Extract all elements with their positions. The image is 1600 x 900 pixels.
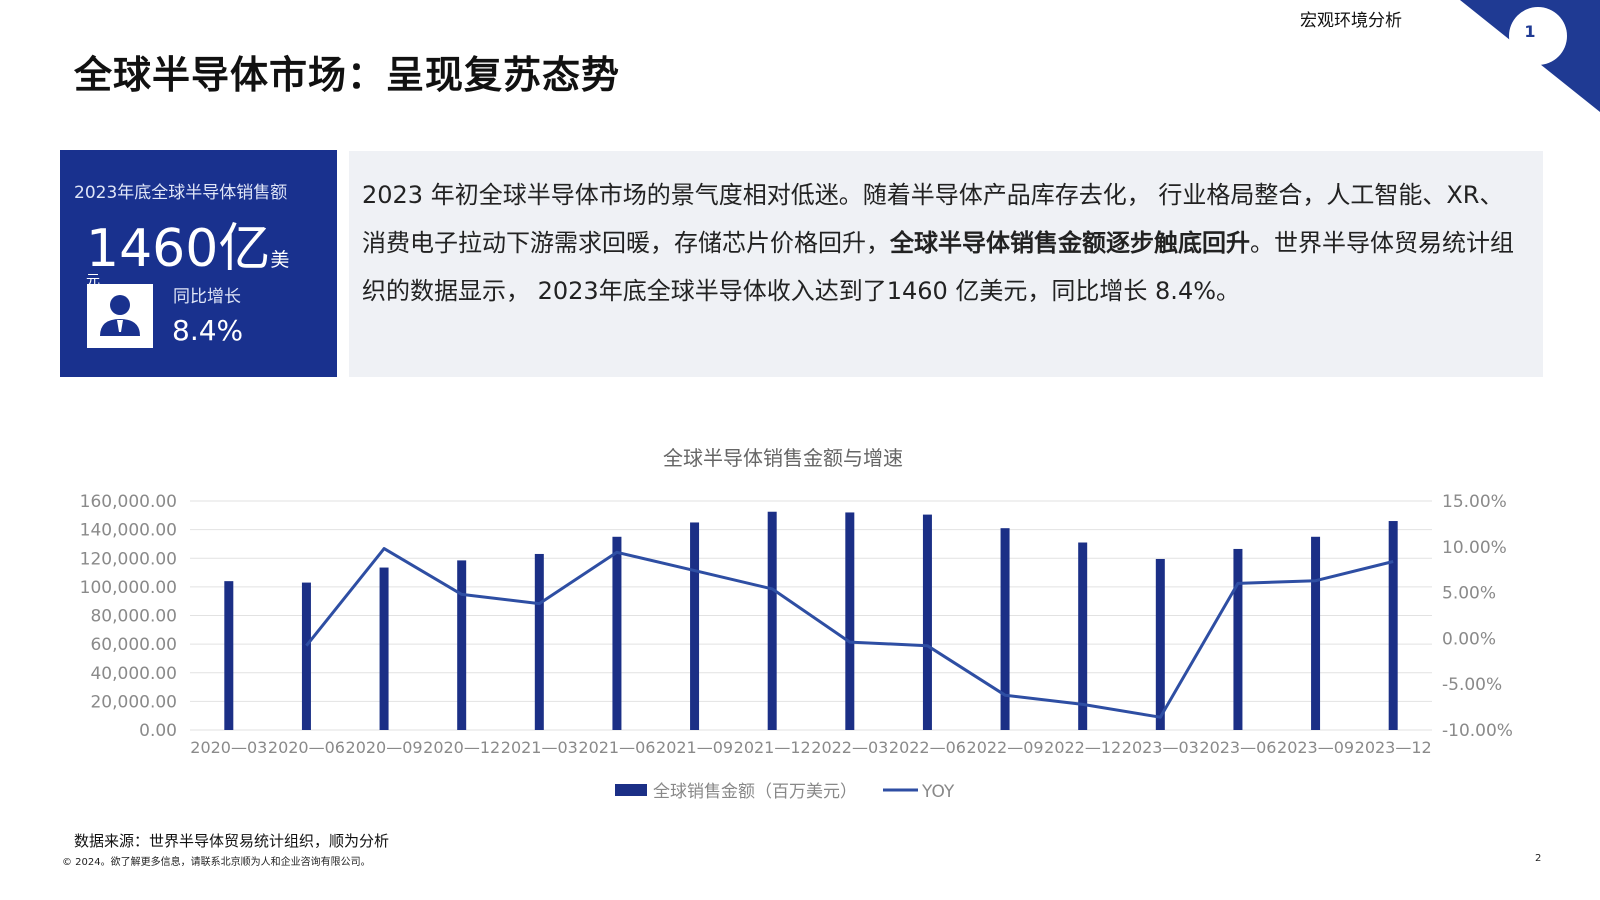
footer-page-number: 2 <box>1535 853 1542 864</box>
page-title: 全球半导体市场：呈现复苏态势 <box>74 53 621 97</box>
x-tick-label: 2021—12 <box>734 738 811 757</box>
x-tick-label: 2022—06 <box>889 738 966 757</box>
x-tick-label: 2023—09 <box>1277 738 1354 757</box>
y-left-tick-label: 100,000.00 <box>80 578 177 598</box>
kpi-value-unit: 美 <box>270 249 290 271</box>
section-label: 宏观环境分析 <box>1300 11 1402 31</box>
bar <box>690 522 700 730</box>
chart-title: 全球半导体销售金额与增速 <box>663 446 903 470</box>
bar <box>1233 548 1243 730</box>
x-tick-label: 2021—03 <box>501 738 578 757</box>
source-note: 数据来源：世界半导体贸易统计组织，顺为分析 <box>74 832 390 850</box>
bar <box>1078 542 1088 730</box>
copyright: © 2024。欲了解更多信息，请联系北京顺为人和企业咨询有限公司。 <box>62 857 371 868</box>
kpi-growth-value: 8.4% <box>172 314 244 347</box>
legend-bar-label: 全球销售金额（百万美元） <box>653 782 857 802</box>
x-tick-label: 2022—03 <box>811 738 888 757</box>
x-tick-label: 2022—09 <box>967 738 1044 757</box>
summary-highlight: 全球半导体销售金额逐步触底回升 <box>890 229 1250 257</box>
x-tick-label: 2022—12 <box>1044 738 1121 757</box>
corner-decoration <box>1460 0 1600 112</box>
bar <box>224 581 234 730</box>
kpi-label: 2023年底全球半导体销售额 <box>74 183 288 203</box>
y-right-tick-label: 15.00% <box>1442 492 1507 512</box>
y-left-tick-label: 20,000.00 <box>90 692 177 712</box>
person-icon <box>87 284 153 348</box>
bar <box>1311 536 1321 730</box>
bar <box>612 536 622 730</box>
sales-chart: 全球半导体销售金额与增速 0.00 20,000.00 40,000.00 60,000… <box>60 440 1560 820</box>
x-tick-label: 2020—06 <box>268 738 345 757</box>
x-tick-label: 2021—06 <box>578 738 655 757</box>
y-right-tick-label: 10.00% <box>1442 538 1507 558</box>
x-tick-label: 2020—12 <box>423 738 500 757</box>
kpi-unit-tail: 元 <box>86 274 100 284</box>
kpi-value: 1460亿美 <box>86 206 289 281</box>
bar <box>845 512 855 730</box>
y-left-tick-label: 160,000.00 <box>80 492 177 512</box>
page-badge: 1 <box>1524 22 1536 41</box>
x-tick-label: 2021—09 <box>656 738 733 757</box>
bar <box>767 511 777 730</box>
y-left-tick-label: 0.00 <box>139 721 177 741</box>
summary-box: 2023 年初全球半导体市场的景气度相对低迷。随着半导体产品库存去化， 行业格局… <box>349 151 1543 377</box>
summary-text: 2023 年初全球半导体市场的景气度相对低迷。随着半导体产品库存去化， 行业格局… <box>362 171 1522 315</box>
bar <box>379 567 389 730</box>
bar <box>457 560 467 730</box>
bar <box>1388 521 1398 730</box>
kpi-value-number: 1460亿 <box>86 219 271 279</box>
y-right-tick-label: 5.00% <box>1442 584 1496 604</box>
y-left-tick-label: 120,000.00 <box>80 549 177 569</box>
bar <box>1000 528 1010 730</box>
y-left-tick-label: 40,000.00 <box>90 664 177 684</box>
x-tick-label: 2023—12 <box>1355 738 1432 757</box>
y-left-tick-label: 60,000.00 <box>90 635 177 655</box>
x-tick-label: 2023—03 <box>1122 738 1199 757</box>
y-left-tick-label: 80,000.00 <box>90 607 177 627</box>
bar <box>534 553 544 730</box>
bar <box>301 582 311 730</box>
x-tick-label: 2020—09 <box>346 738 423 757</box>
legend-bar-swatch <box>615 784 647 796</box>
y-right-tick-label: -5.00% <box>1442 675 1502 695</box>
x-tick-label: 2023—06 <box>1199 738 1276 757</box>
bar <box>922 514 932 730</box>
y-right-tick-label: -10.00% <box>1442 721 1513 741</box>
legend-line-label: YOY <box>921 782 955 802</box>
yoy-line <box>305 547 1394 719</box>
y-left-tick-label: 140,000.00 <box>80 521 177 541</box>
kpi-growth-label: 同比增长 <box>173 287 241 307</box>
x-tick-label: 2020—03 <box>190 738 267 757</box>
sales-chart-svg: 全球半导体销售金额与增速 0.00 20,000.00 40,000.00 60,000… <box>80 446 1513 802</box>
summary-part-2: 。世界半导体贸易统计组织的数据显示， 2023年底全球半导体收入达到了1460 … <box>362 229 1514 305</box>
kpi-card: 2023年底全球半导体销售额 1460亿美 元 同比增长 8.4% <box>60 150 337 377</box>
bar <box>1155 558 1165 730</box>
summary-part-1: 2023 年初全球半导体市场的景气度相对低迷。随着半导体产品库存去化， 行业格局… <box>362 181 1504 257</box>
y-right-tick-label: 0.00% <box>1442 629 1496 649</box>
